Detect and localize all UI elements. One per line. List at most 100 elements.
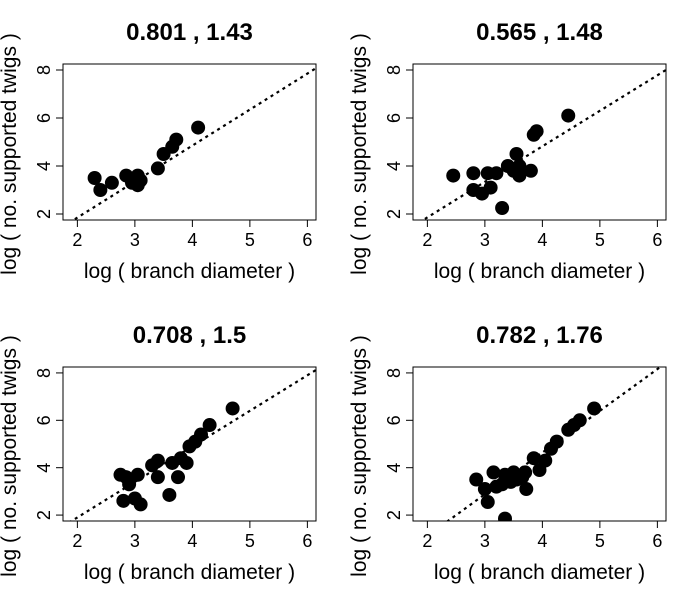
data-point — [477, 482, 492, 497]
plot-frame — [412, 63, 667, 221]
reference-line — [71, 67, 316, 220]
y-axis-label: log ( no. supported twigs ) — [0, 33, 21, 275]
data-point — [512, 168, 527, 183]
data-point — [572, 413, 587, 428]
y-axis-label: log ( no. supported twigs ) — [0, 335, 21, 577]
panel-title: 0.782 , 1.76 — [476, 322, 603, 349]
data-point — [191, 120, 206, 135]
data-point — [202, 418, 217, 433]
y-tick-label: 8 — [384, 65, 404, 75]
data-point — [133, 497, 148, 512]
data-point — [150, 161, 165, 176]
x-tick-label: 6 — [652, 531, 662, 551]
panel-title: 0.801 , 1.43 — [126, 19, 253, 46]
y-tick-label: 6 — [384, 113, 404, 123]
panel-title: 0.565 , 1.48 — [476, 19, 603, 46]
data-point — [104, 175, 119, 190]
plot-area — [69, 369, 316, 521]
data-point — [133, 173, 148, 188]
data-point — [225, 401, 240, 416]
x-tick-label: 2 — [422, 230, 432, 250]
y-tick-label: 2 — [384, 209, 404, 219]
y-tick-label: 4 — [384, 463, 404, 473]
x-tick-label: 3 — [480, 230, 490, 250]
plot-area — [421, 69, 666, 220]
data-point — [526, 451, 541, 466]
plot-area — [446, 367, 663, 521]
scatter-panel-3: 0.708 , 1.5 2 3 4 5 6 2 4 6 8 log ( branch diamete… — [0, 322, 317, 584]
x-axis-label: log ( branch diameter ) — [84, 260, 295, 283]
data-point — [87, 171, 102, 185]
x-tick-label: 2 — [72, 531, 82, 551]
data-point — [480, 495, 495, 510]
data-point — [179, 455, 194, 470]
data-point — [519, 482, 534, 497]
y-tick-label: 8 — [34, 368, 54, 378]
plot-frame — [62, 63, 317, 221]
reference-line — [421, 69, 666, 220]
scatter-panel-2: 0.565 , 1.48 2 3 4 5 6 2 4 6 8 log ( branch diamet… — [348, 19, 667, 283]
data-point — [523, 163, 538, 178]
y-tick-label: 4 — [34, 463, 54, 473]
plot-frame — [62, 366, 317, 522]
x-tick-label: 2 — [72, 230, 82, 250]
x-tick-label: 6 — [652, 230, 662, 250]
plot-frame — [412, 366, 667, 522]
data-point — [466, 166, 481, 181]
data-point — [171, 470, 185, 485]
y-axis-label: log ( no. supported twigs ) — [348, 335, 371, 577]
x-tick-label: 4 — [187, 230, 197, 250]
data-point — [169, 132, 184, 147]
x-tick-label: 2 — [422, 531, 432, 551]
x-tick-label: 3 — [130, 531, 140, 551]
y-tick-label: 6 — [34, 113, 54, 123]
x-tick-label: 5 — [595, 230, 605, 250]
data-point — [495, 201, 510, 215]
data-point — [130, 467, 145, 482]
data-point — [509, 147, 524, 161]
x-tick-label: 5 — [595, 531, 605, 551]
data-point — [446, 168, 461, 183]
data-point — [150, 453, 165, 468]
x-tick-label: 6 — [302, 230, 312, 250]
scatter-panel-4: 0.782 , 1.76 2 3 4 5 6 2 4 6 8 log ( branch diamet… — [348, 322, 667, 584]
scatter-panel-1: 0.801 , 1.43 2 3 4 5 6 2 4 6 8 log ( branch diamet… — [0, 19, 317, 283]
y-tick-label: 6 — [34, 415, 54, 425]
x-tick-label: 3 — [480, 531, 490, 551]
y-tick-label: 2 — [34, 209, 54, 219]
y-tick-label: 2 — [384, 510, 404, 520]
data-point — [469, 472, 484, 487]
data-point — [486, 465, 501, 480]
panel-title: 0.708 , 1.5 — [133, 322, 246, 349]
y-axis-label: log ( no. supported twigs ) — [348, 33, 371, 275]
x-axis-label: log ( branch diameter ) — [84, 561, 295, 584]
x-tick-label: 4 — [537, 230, 547, 250]
data-point — [122, 477, 137, 492]
data-point — [587, 401, 602, 416]
y-tick-label: 4 — [384, 161, 404, 171]
data-point — [483, 180, 498, 195]
data-point — [549, 434, 564, 449]
x-tick-label: 5 — [245, 230, 255, 250]
data-point — [561, 108, 576, 123]
data-point — [150, 470, 165, 485]
y-tick-label: 2 — [34, 510, 54, 520]
data-point — [529, 124, 544, 139]
plot-area — [71, 67, 316, 220]
data-point — [518, 465, 533, 480]
data-point — [194, 427, 208, 442]
y-tick-label: 6 — [384, 415, 404, 425]
x-tick-label: 4 — [537, 531, 547, 551]
data-point — [93, 183, 108, 197]
x-tick-label: 5 — [245, 531, 255, 551]
data-point — [116, 493, 131, 508]
x-tick-label: 6 — [302, 531, 312, 551]
x-tick-label: 4 — [187, 531, 197, 551]
data-point — [538, 453, 553, 468]
y-tick-label: 8 — [34, 65, 54, 75]
y-tick-label: 4 — [34, 161, 54, 171]
x-axis-label: log ( branch diameter ) — [434, 260, 645, 283]
x-tick-label: 3 — [130, 230, 140, 250]
data-point — [512, 159, 527, 173]
